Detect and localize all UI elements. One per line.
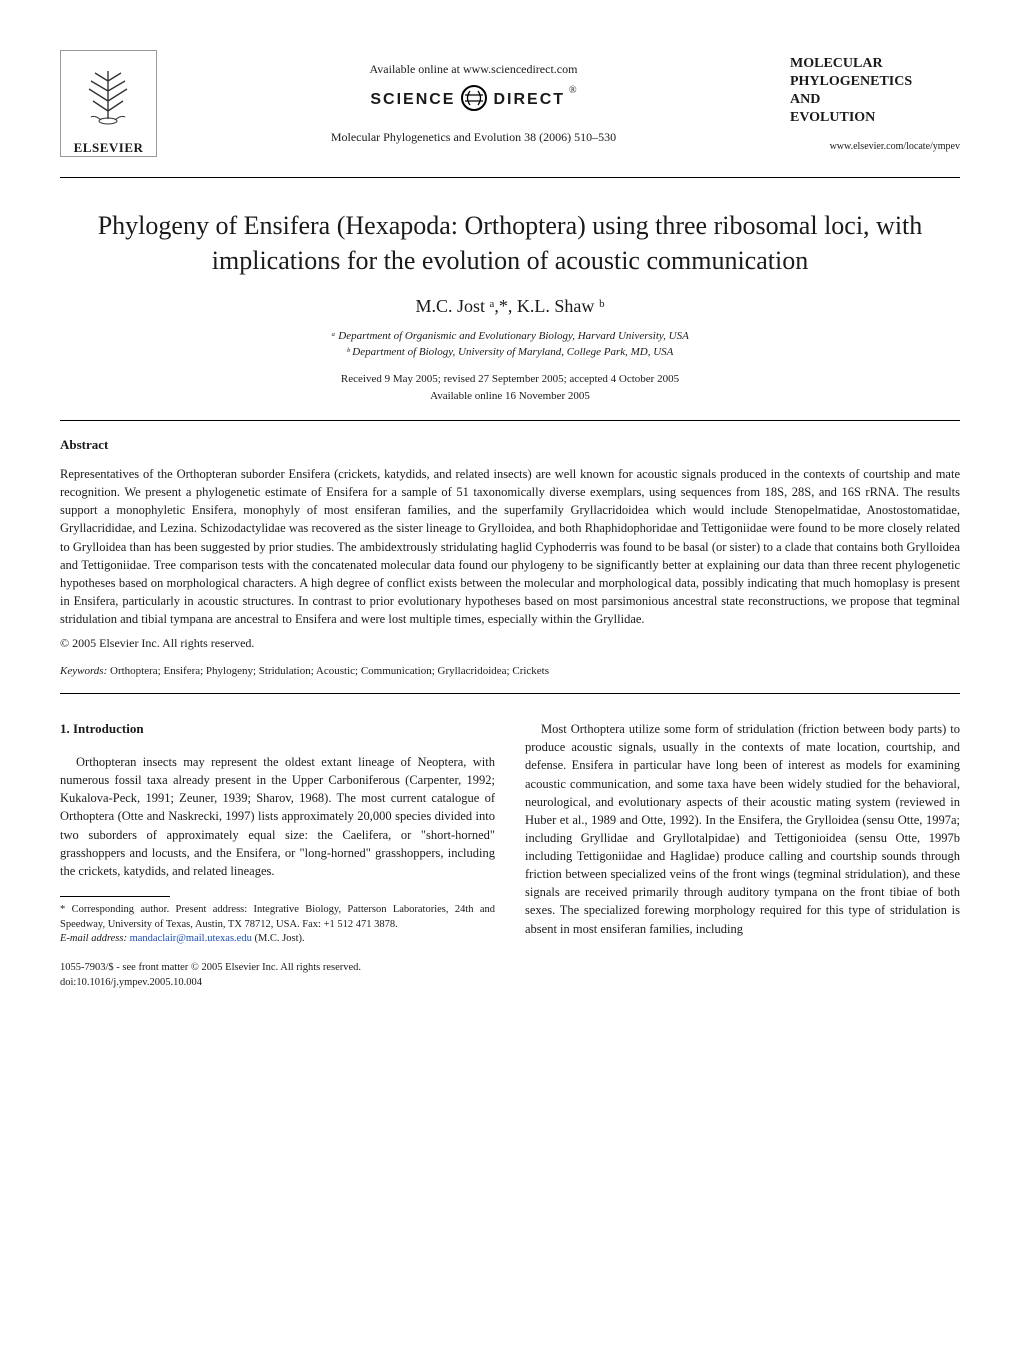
journal-title-l1: MOLECULAR bbox=[790, 55, 960, 73]
rule-before-abstract bbox=[60, 420, 960, 421]
abstract-text: Representatives of the Orthopteran subor… bbox=[60, 465, 960, 628]
right-column: Most Orthoptera utilize some form of str… bbox=[525, 720, 960, 990]
sciencedirect-icon bbox=[461, 85, 487, 116]
rule-top bbox=[60, 177, 960, 178]
keywords: Keywords: Orthoptera; Ensifera; Phylogen… bbox=[60, 665, 960, 677]
article-dates: Received 9 May 2005; revised 27 Septembe… bbox=[60, 371, 960, 404]
elsevier-tree-icon bbox=[81, 67, 136, 136]
doi-line: doi:10.1016/j.ympev.2005.10.004 bbox=[60, 976, 495, 991]
sciencedirect-logo: SCIENCE DIRECT ® bbox=[177, 85, 770, 116]
journal-url: www.elsevier.com/locate/ympev bbox=[790, 141, 960, 152]
affiliations: ᵃ Department of Organismic and Evolution… bbox=[60, 329, 960, 361]
header-center: Available online at www.sciencedirect.co… bbox=[177, 62, 770, 145]
email-line: E-mail address: mandaclair@mail.utexas.e… bbox=[60, 932, 495, 947]
online-date: Available online 16 November 2005 bbox=[60, 388, 960, 405]
journal-title-l4: EVOLUTION bbox=[790, 109, 960, 127]
footnote-rule bbox=[60, 896, 170, 897]
intro-heading: 1. Introduction bbox=[60, 720, 495, 739]
left-column: 1. Introduction Orthopteran insects may … bbox=[60, 720, 495, 990]
copyright: © 2005 Elsevier Inc. All rights reserved… bbox=[60, 636, 960, 651]
bottom-identifiers: 1055-7903/$ - see front matter © 2005 El… bbox=[60, 961, 495, 990]
abstract-heading: Abstract bbox=[60, 437, 960, 453]
corresponding-author: * Corresponding author. Present address:… bbox=[60, 903, 495, 932]
header: ELSEVIER Available online at www.science… bbox=[60, 50, 960, 157]
journal-title-l3: AND bbox=[790, 91, 960, 109]
elsevier-logo: ELSEVIER bbox=[60, 50, 157, 157]
intro-p1: Orthopteran insects may represent the ol… bbox=[60, 753, 495, 880]
direct-text: DIRECT bbox=[493, 91, 565, 108]
email-label: E-mail address: bbox=[60, 933, 127, 944]
elsevier-logo-text: ELSEVIER bbox=[74, 140, 144, 156]
footnotes: * Corresponding author. Present address:… bbox=[60, 903, 495, 947]
authors: M.C. Jost ᵃ,*, K.L. Shaw ᵇ bbox=[60, 296, 960, 317]
email-address[interactable]: mandaclair@mail.utexas.edu bbox=[130, 933, 252, 944]
journal-reference: Molecular Phylogenetics and Evolution 38… bbox=[177, 130, 770, 145]
email-suffix: (M.C. Jost). bbox=[252, 933, 305, 944]
article-title: Phylogeny of Ensifera (Hexapoda: Orthopt… bbox=[70, 208, 950, 278]
journal-title-l2: PHYLOGENETICS bbox=[790, 73, 960, 91]
two-column-body: 1. Introduction Orthopteran insects may … bbox=[60, 720, 960, 990]
keywords-text: Orthoptera; Ensifera; Phylogeny; Stridul… bbox=[107, 665, 549, 677]
rule-after-keywords bbox=[60, 693, 960, 694]
science-text: SCIENCE bbox=[370, 91, 455, 108]
journal-title-block: MOLECULAR PHYLOGENETICS AND EVOLUTION ww… bbox=[790, 55, 960, 153]
issn-line: 1055-7903/$ - see front matter © 2005 El… bbox=[60, 961, 495, 976]
received-date: Received 9 May 2005; revised 27 Septembe… bbox=[60, 371, 960, 388]
affiliation-a: ᵃ Department of Organismic and Evolution… bbox=[60, 329, 960, 345]
keywords-label: Keywords: bbox=[60, 665, 107, 677]
affiliation-b: ᵇ Department of Biology, University of M… bbox=[60, 345, 960, 361]
intro-p2: Most Orthoptera utilize some form of str… bbox=[525, 720, 960, 938]
available-online-text: Available online at www.sciencedirect.co… bbox=[177, 62, 770, 77]
